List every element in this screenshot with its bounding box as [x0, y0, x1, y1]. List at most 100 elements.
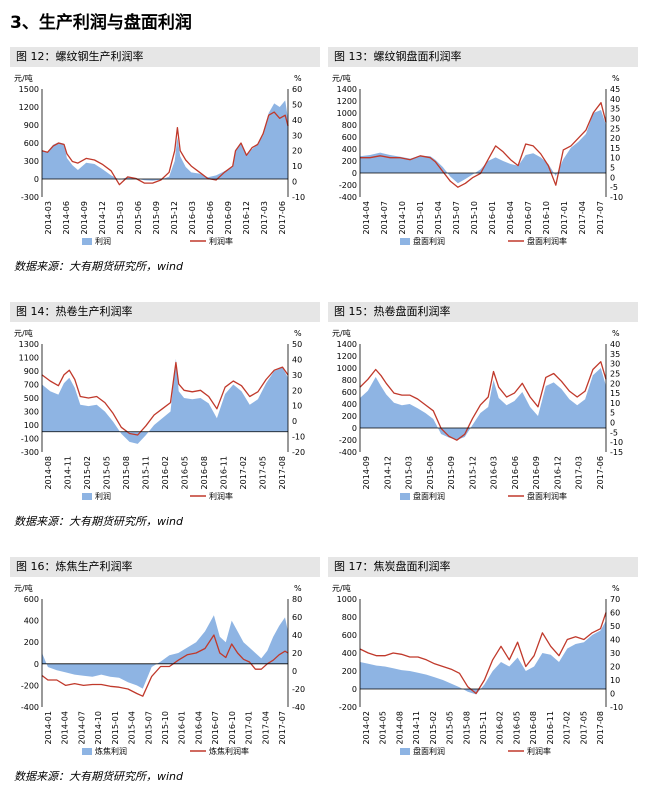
x-tick-label: 2015-11: [142, 456, 151, 489]
x-tick-label: 2015-01: [416, 201, 425, 234]
right-tick-label: 50: [292, 100, 302, 109]
x-tick-label: 2017-01: [245, 711, 254, 744]
x-tick-label: 2014-02: [362, 711, 371, 744]
right-tick-label: 50: [292, 340, 302, 349]
right-tick-label: 50: [610, 622, 620, 631]
chart-15: 元/吨 %-400-2000200400600800100012001400-15…: [332, 328, 623, 501]
x-tick-label: 2017-08: [278, 456, 287, 489]
right-tick-label: -10: [610, 438, 623, 447]
left-tick-label: 800: [342, 613, 357, 622]
x-tick-label: 2014-12: [98, 201, 107, 234]
right-unit-label: %: [612, 74, 620, 83]
right-tick-label: 80: [292, 595, 302, 604]
right-tick-label: -5: [610, 428, 618, 437]
figure-title: 图 14：热卷生产利润率: [10, 302, 320, 322]
figure-title: 图 16：炼焦生产利润率: [10, 557, 320, 577]
x-tick-label: 2016-11: [220, 456, 229, 489]
x-tick-label: 2017-04: [578, 201, 587, 234]
chart-16: 元/吨 %-400-2000200400600-40-20020406080201…: [14, 583, 305, 756]
right-tick-label: 40: [292, 116, 302, 125]
x-tick-label: 2016-01: [488, 201, 497, 234]
right-tick-label: 0: [610, 419, 615, 428]
left-tick-label: 600: [24, 595, 39, 604]
x-tick-label: 2015-12: [170, 201, 179, 234]
left-tick-label: 400: [342, 400, 357, 409]
right-tick-label: 35: [610, 105, 620, 114]
left-tick-label: 400: [342, 649, 357, 658]
legend-swatch-area: [400, 748, 410, 755]
left-unit-label: 元/吨: [14, 583, 33, 593]
legend-label-area: 炼焦利润: [95, 746, 127, 756]
right-tick-label: -20: [292, 685, 305, 694]
left-tick-label: 200: [342, 667, 357, 676]
x-tick-label: 2017-05: [259, 456, 268, 489]
x-tick-label: 2016-01: [178, 711, 187, 744]
x-tick-label: 2015-05: [446, 711, 455, 744]
right-tick-label: 0: [292, 178, 297, 187]
legend-label-line: 炼焦利润率: [209, 746, 249, 756]
line-series-炼焦利润率: [41, 634, 289, 697]
legend-swatch-area: [82, 238, 92, 245]
right-unit-label: %: [612, 329, 620, 338]
x-tick-label: 2014-12: [383, 456, 392, 489]
right-unit-label: %: [294, 584, 302, 593]
x-tick-label: 2015-12: [468, 456, 477, 489]
left-tick-label: 900: [24, 367, 39, 376]
left-tick-label: 1200: [19, 103, 39, 112]
x-tick-label: 2017-06: [596, 456, 605, 489]
right-unit-label: %: [294, 74, 302, 83]
x-tick-label: 2014-04: [362, 201, 371, 234]
x-tick-label: 2014-09: [362, 456, 371, 489]
x-tick-label: 2015-06: [426, 456, 435, 489]
x-tick-label: 2017-02: [563, 711, 572, 744]
right-tick-label: 10: [610, 399, 620, 408]
left-tick-label: 900: [24, 121, 39, 130]
right-tick-label: 70: [610, 595, 620, 604]
right-tick-label: 20: [292, 147, 302, 156]
left-tick-label: -200: [339, 436, 357, 445]
x-tick-label: 2016-07: [211, 711, 220, 744]
left-tick-label: -400: [339, 193, 357, 202]
line-series-盘面利润率: [360, 102, 607, 188]
right-tick-label: 40: [610, 95, 620, 104]
x-tick-label: 2014-06: [62, 201, 71, 234]
x-tick-label: 2016-07: [524, 201, 533, 234]
x-tick-label: 2017-01: [560, 201, 569, 234]
legend-label-line: 利润率: [209, 236, 233, 246]
x-tick-label: 2017-03: [575, 456, 584, 489]
figure-title: 图 12：螺纹钢生产利润率: [10, 47, 320, 67]
x-tick-label: 2014-01: [44, 711, 53, 744]
left-tick-label: 1300: [19, 340, 39, 349]
right-tick-label: 60: [292, 85, 302, 94]
x-tick-label: 2014-11: [412, 711, 421, 744]
left-tick-label: 700: [24, 381, 39, 390]
legend-label-area: 利润: [95, 491, 111, 501]
left-tick-label: -200: [21, 681, 39, 690]
left-tick-label: -400: [339, 448, 357, 457]
left-tick-label: 1400: [337, 85, 357, 94]
x-tick-label: 2017-08: [596, 711, 605, 744]
x-tick-label: 2015-02: [83, 456, 92, 489]
x-tick-label: 2014-05: [379, 711, 388, 744]
left-tick-label: -300: [21, 193, 39, 202]
x-tick-label: 2015-07: [452, 201, 461, 234]
x-tick-label: 2017-04: [261, 711, 270, 744]
left-tick-label: 0: [352, 169, 357, 178]
chart-13: 元/吨 %-400-2000200400600800100012001400-10…: [332, 73, 623, 246]
area-series-盘面利润: [360, 368, 606, 440]
left-tick-label: 800: [342, 376, 357, 385]
x-tick-label: 2015-10: [161, 711, 170, 744]
x-tick-label: 2017-06: [278, 201, 287, 234]
area-series-盘面利润: [360, 620, 606, 695]
right-tick-label: 20: [292, 649, 302, 658]
legend-label-line: 盘面利润率: [527, 491, 567, 501]
x-tick-label: 2015-08: [122, 456, 131, 489]
right-tick-label: 40: [610, 636, 620, 645]
left-tick-label: 0: [34, 175, 39, 184]
left-tick-label: 0: [352, 685, 357, 694]
left-tick-label: 0: [352, 424, 357, 433]
left-tick-label: 500: [24, 394, 39, 403]
x-tick-label: 2015-06: [134, 201, 143, 234]
right-tick-label: -20: [292, 448, 305, 457]
legend-label-line: 利润率: [527, 746, 551, 756]
